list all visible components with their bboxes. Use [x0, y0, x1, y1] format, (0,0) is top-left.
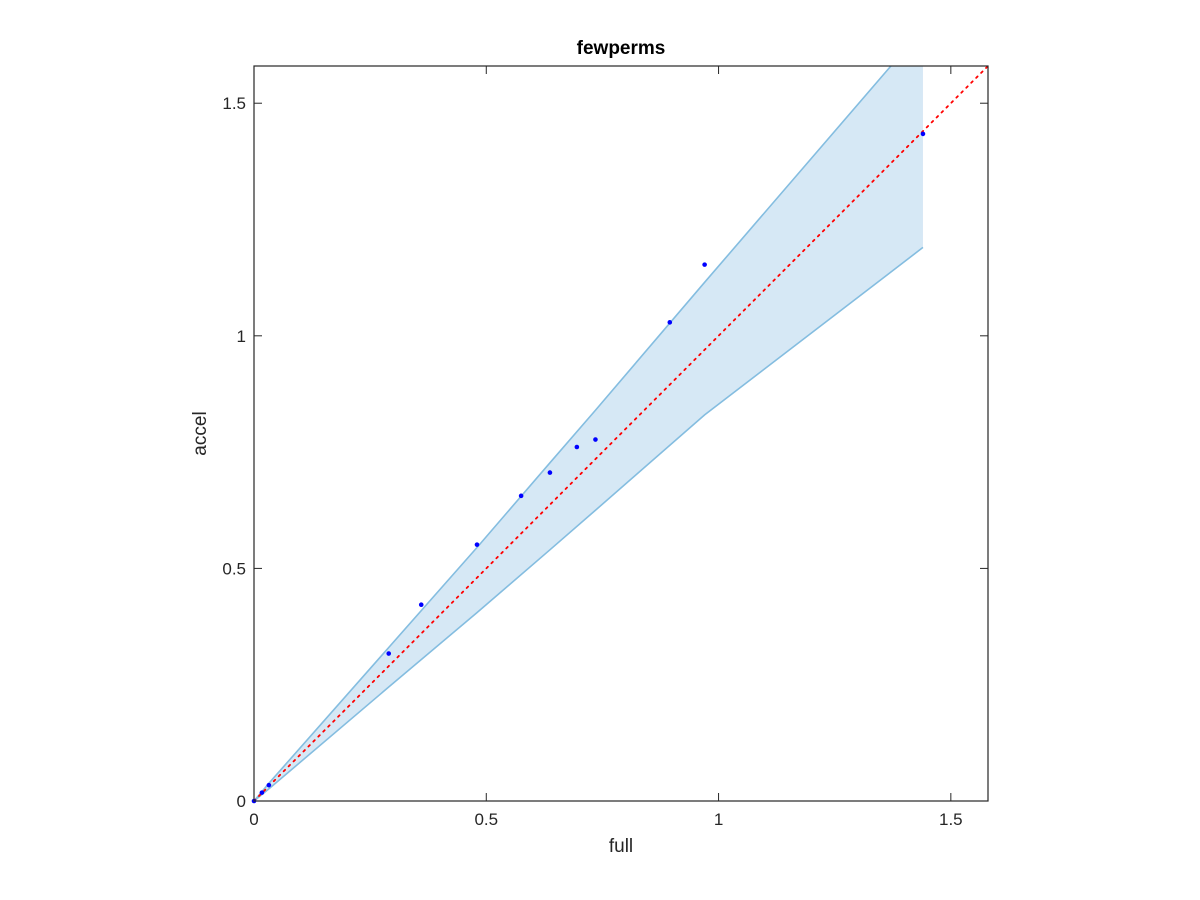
y-tick-label: 0	[237, 792, 246, 811]
data-point	[920, 131, 926, 137]
y-tick-label: 1	[237, 327, 246, 346]
data-point	[574, 444, 580, 450]
y-axis-label: accel	[190, 411, 211, 455]
tick-labels: 0 0.5 1 1.5 0 0.5 1 1.5	[222, 94, 962, 829]
plot-box	[253, 65, 989, 802]
y-tick-label: 1.5	[222, 94, 246, 113]
reference-line-group	[254, 66, 988, 801]
confidence-band	[254, 66, 924, 801]
data-point	[386, 651, 392, 656]
data-point	[418, 602, 424, 607]
data-point	[593, 437, 598, 442]
data-point	[259, 790, 265, 795]
data-point	[266, 782, 272, 788]
x-tick-label: 1.5	[939, 810, 963, 829]
data-point	[547, 470, 553, 475]
band-upper-edge	[254, 66, 892, 801]
x-axis-label: full	[609, 836, 633, 857]
chart-title: fewperms	[577, 38, 666, 59]
data-point	[667, 320, 673, 325]
data-point	[518, 493, 524, 499]
x-tick-label: 0	[249, 810, 258, 829]
data-points	[251, 131, 926, 804]
band-fill	[254, 66, 923, 801]
y-tick-label: 0.5	[222, 559, 246, 578]
data-point	[474, 542, 480, 547]
axes	[253, 65, 989, 802]
band-lower-edge	[254, 246, 924, 801]
data-point	[702, 262, 707, 267]
x-tick-label: 1	[714, 810, 723, 829]
x-tick-label: 0.5	[474, 810, 498, 829]
reference-line	[254, 66, 988, 801]
